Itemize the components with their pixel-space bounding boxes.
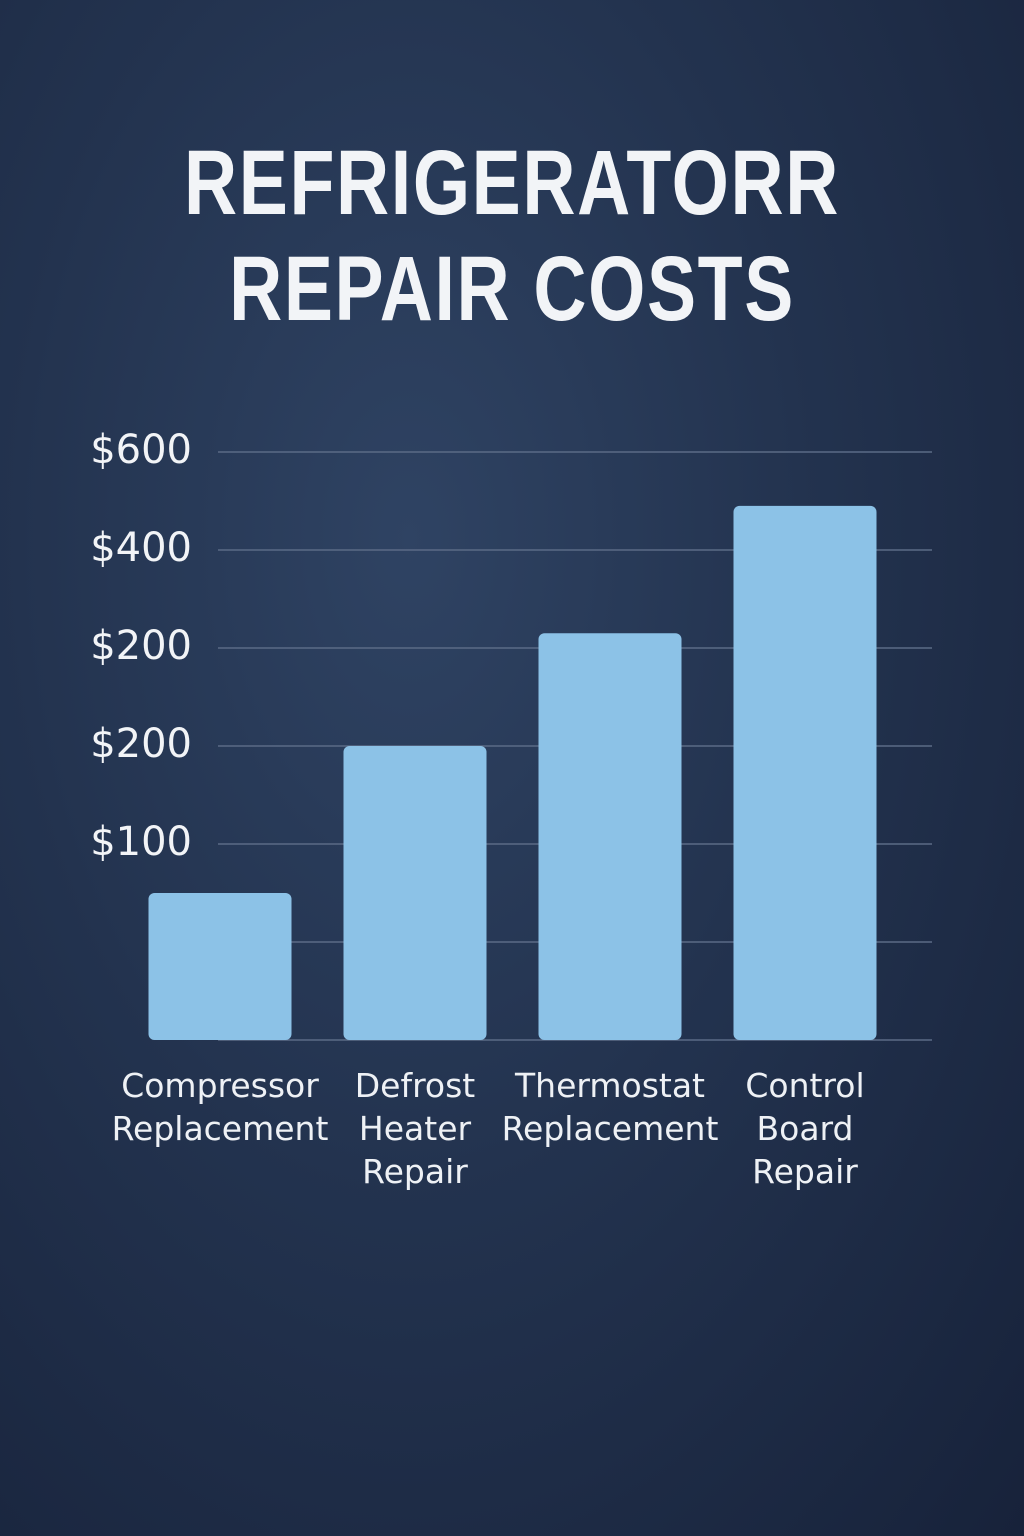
y-tick-label: $100 — [90, 819, 192, 865]
x-tick-label: Thermostat Replacement — [501, 1066, 719, 1148]
y-tick-label: $200 — [90, 721, 192, 767]
chart-title: REFRIGERATORR REPAIR COSTS — [184, 132, 840, 340]
bar — [343, 746, 487, 1040]
y-tick-label: $400 — [90, 525, 192, 571]
y-tick-label: $200 — [90, 623, 192, 669]
x-tick-label: Compressor Replacement — [111, 1066, 329, 1148]
x-tick-label: Control Board Repair — [745, 1066, 865, 1191]
bar — [733, 505, 877, 1040]
y-tick-label: $600 — [90, 427, 192, 473]
bar — [148, 893, 292, 1040]
bar — [538, 633, 682, 1040]
x-tick-label: Defrost Heater Repair — [354, 1066, 476, 1191]
